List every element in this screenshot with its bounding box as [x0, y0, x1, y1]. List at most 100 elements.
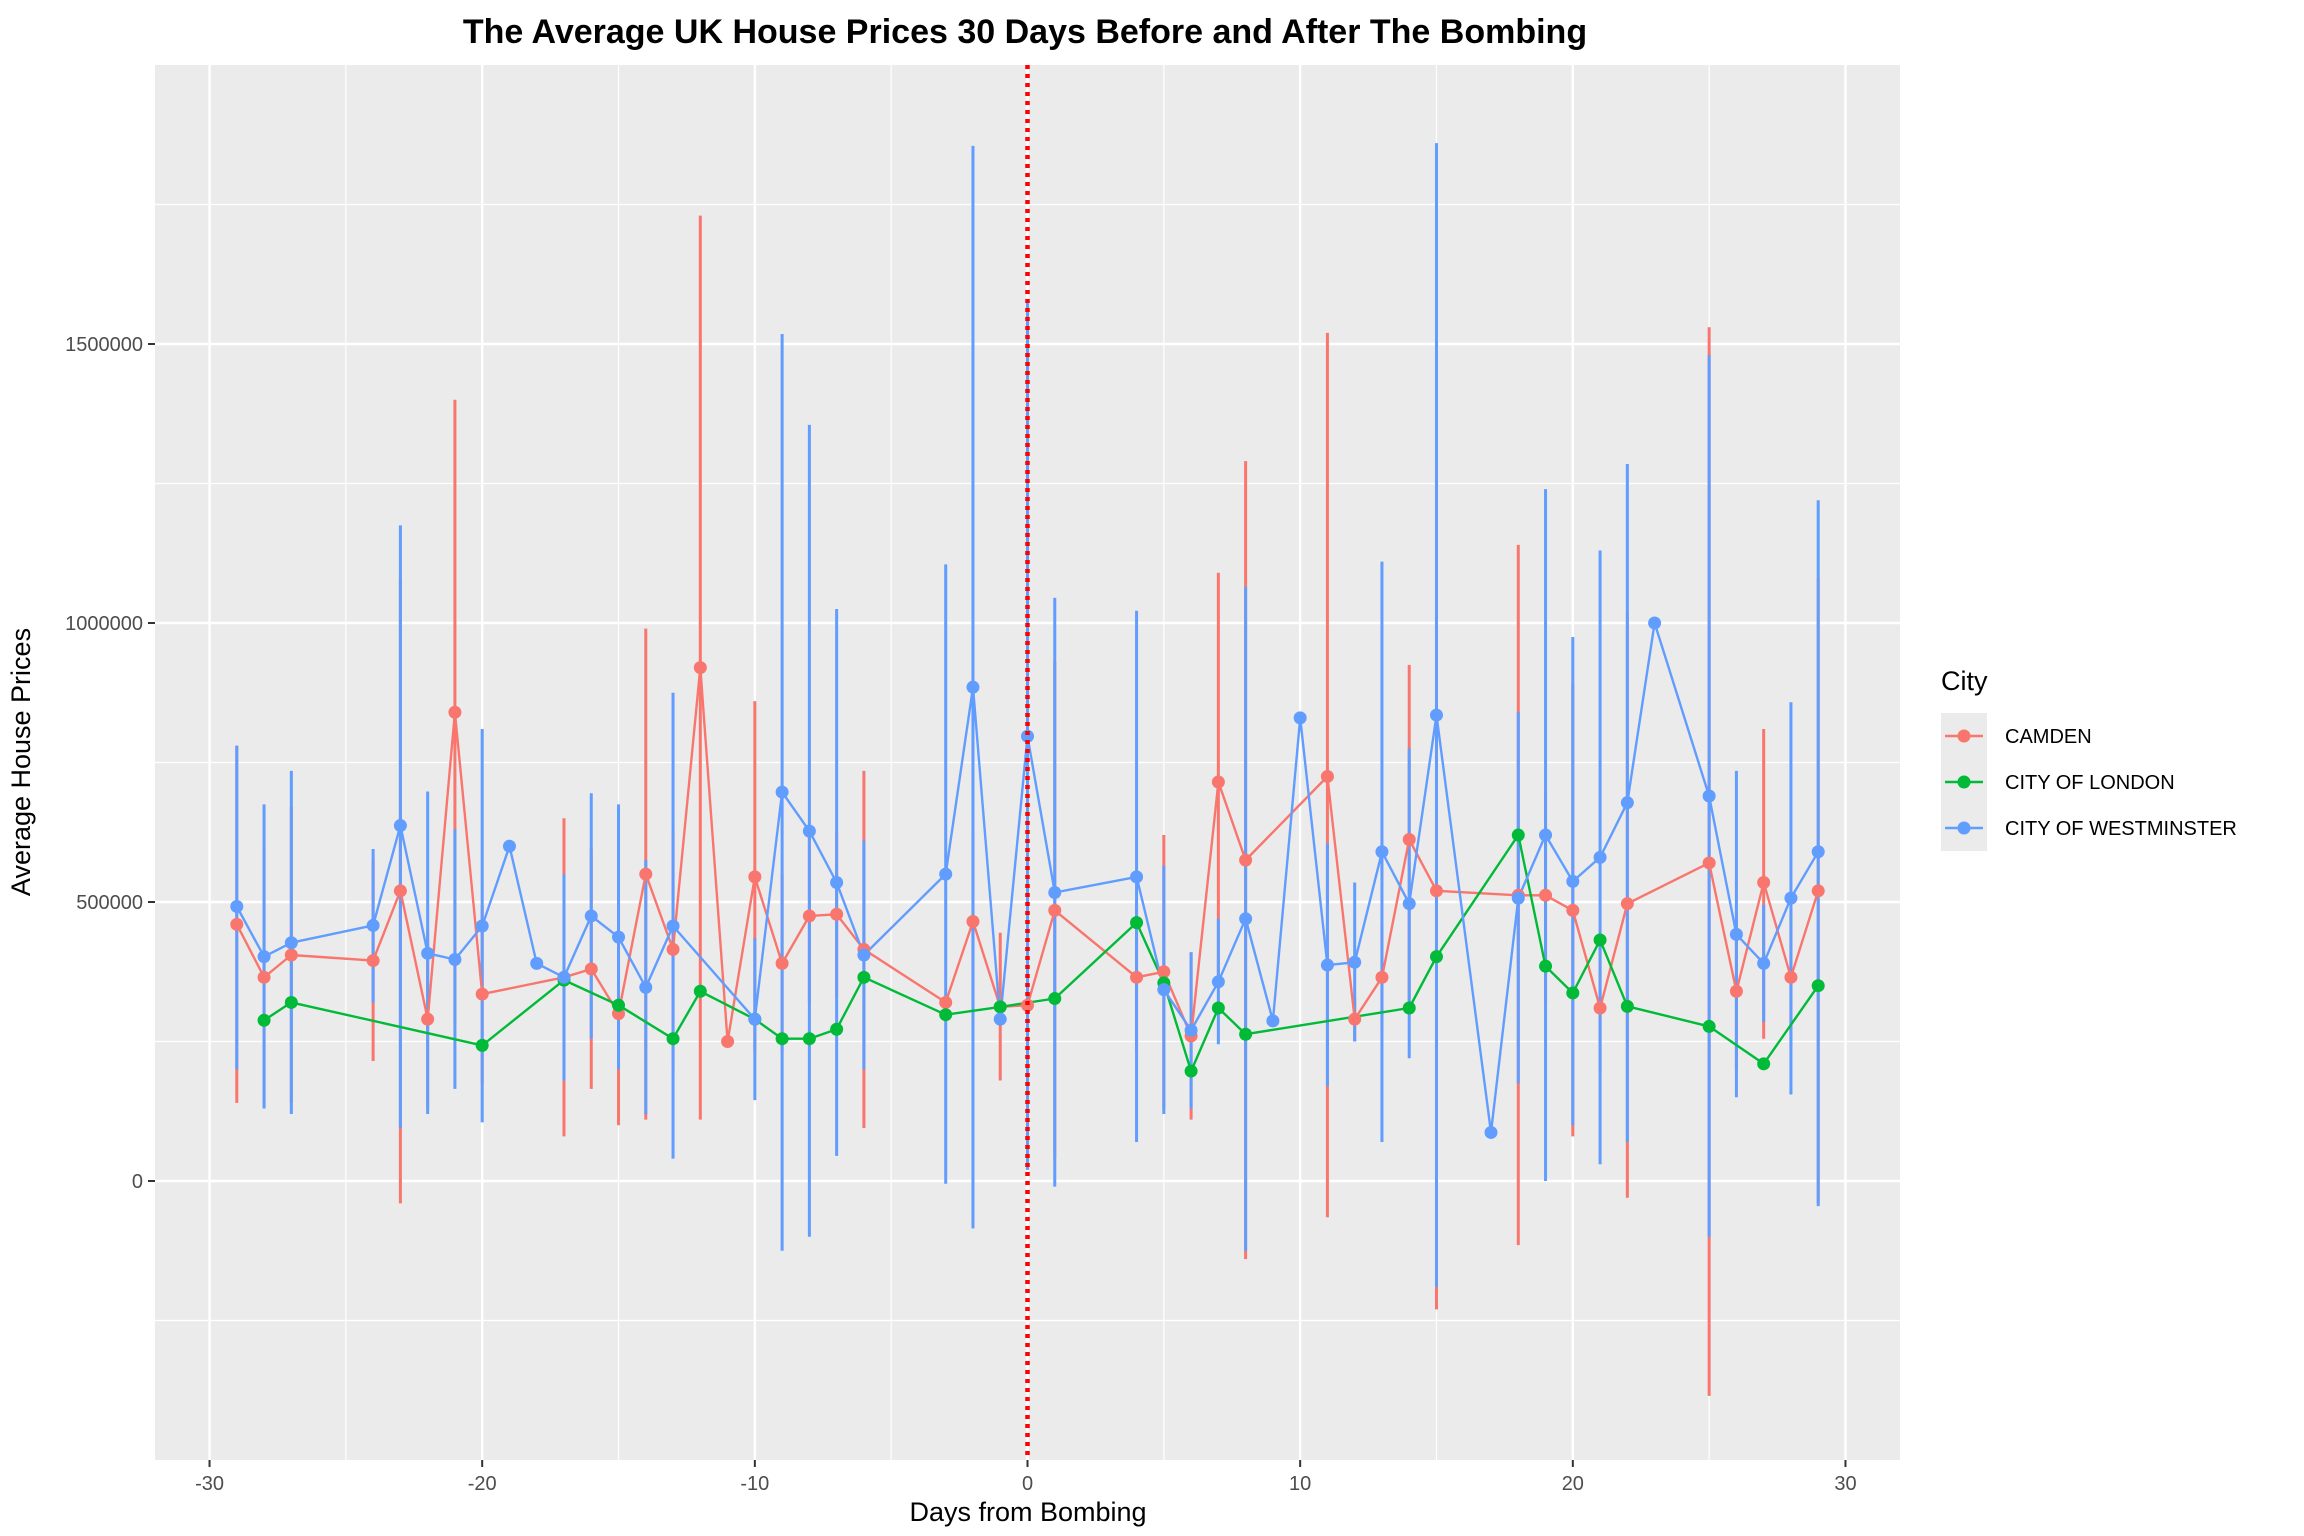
data-point-city-of-westminster	[1184, 1023, 1198, 1037]
data-point-city-of-london	[1811, 979, 1825, 993]
data-point-city-of-westminster	[1511, 891, 1525, 905]
y-tick-label: 500000	[76, 892, 143, 914]
data-point-city-of-westminster	[1702, 789, 1716, 803]
data-point-city-of-london	[775, 1032, 789, 1046]
data-point-city-of-london	[1539, 959, 1553, 973]
data-point-camden	[1811, 884, 1825, 898]
x-tick-label: -30	[195, 1473, 224, 1495]
data-point-city-of-london	[857, 970, 871, 984]
y-tick-label: 1000000	[65, 613, 143, 635]
data-point-city-of-london	[993, 1000, 1007, 1014]
data-point-city-of-westminster	[1239, 912, 1253, 926]
y-tick-label: 1500000	[65, 334, 143, 356]
data-point-city-of-london	[1702, 1019, 1716, 1033]
data-point-camden	[1211, 775, 1225, 789]
series-points	[230, 616, 1825, 1139]
data-point-city-of-westminster	[802, 824, 816, 838]
data-point-camden	[1348, 1012, 1362, 1026]
data-point-camden	[1729, 984, 1743, 998]
x-tick-label: 10	[1289, 1473, 1311, 1495]
data-point-city-of-westminster	[1293, 711, 1307, 725]
data-point-camden	[1021, 998, 1034, 1012]
x-tick-label: 30	[1834, 1473, 1856, 1495]
data-point-city-of-westminster	[1484, 1125, 1498, 1139]
x-axis-ticks: -30 -20 -10 0 10 20 30	[195, 1460, 1857, 1495]
legend-label-city-of-london: CITY OF LONDON	[2005, 772, 2175, 794]
data-point-camden	[1620, 897, 1634, 911]
data-point-city-of-westminster	[1593, 850, 1607, 864]
data-point-camden	[284, 948, 298, 962]
data-point-camden	[966, 915, 980, 929]
data-point-city-of-westminster	[1375, 845, 1389, 859]
data-point-city-of-london	[1239, 1027, 1253, 1041]
legend-label-city-of-westminster: CITY OF WESTMINSTER	[2005, 818, 2237, 840]
data-point-city-of-london	[666, 1032, 680, 1046]
data-point-city-of-westminster	[1320, 958, 1334, 972]
data-point-camden	[366, 954, 380, 968]
data-point-camden	[1239, 853, 1253, 867]
data-point-city-of-london	[1402, 1001, 1416, 1015]
data-point-city-of-westminster	[1648, 616, 1662, 630]
series-line-city-of-london	[263, 833, 1820, 1073]
data-point-city-of-westminster	[584, 909, 598, 923]
data-point-city-of-westminster	[1348, 955, 1362, 969]
y-tick-label: 0	[132, 1171, 143, 1193]
data-point-city-of-westminster	[857, 948, 871, 962]
data-point-city-of-westminster	[557, 970, 571, 984]
data-point-camden	[802, 909, 816, 923]
data-point-city-of-westminster	[502, 839, 516, 853]
data-point-camden	[721, 1035, 735, 1048]
data-point-city-of-westminster	[639, 980, 653, 994]
legend-label-camden: CAMDEN	[2005, 726, 2092, 748]
data-point-city-of-westminster	[612, 930, 626, 944]
data-point-city-of-westminster	[448, 952, 462, 966]
data-point-camden	[748, 870, 762, 884]
x-tick-label: 20	[1562, 1473, 1584, 1495]
data-point-camden	[584, 962, 598, 976]
data-point-camden	[393, 884, 407, 898]
data-point-camden	[1130, 970, 1144, 984]
data-point-city-of-westminster	[1048, 886, 1062, 900]
data-point-city-of-westminster	[1566, 874, 1580, 888]
legend-key-point-camden	[1957, 729, 1971, 743]
data-point-city-of-london	[802, 1032, 816, 1046]
data-point-camden	[1593, 1001, 1607, 1015]
data-point-camden	[1429, 884, 1443, 898]
data-point-city-of-london	[1048, 992, 1062, 1006]
data-point-city-of-westminster	[1266, 1014, 1280, 1028]
data-point-city-of-westminster	[966, 680, 980, 694]
data-point-city-of-westminster	[1757, 956, 1771, 970]
data-point-city-of-london	[1593, 933, 1607, 947]
data-point-camden	[1048, 903, 1062, 917]
data-point-city-of-london	[284, 995, 298, 1009]
data-point-camden	[666, 942, 680, 956]
data-point-camden	[1157, 965, 1171, 979]
data-point-city-of-london	[1130, 916, 1144, 930]
legend-title: City	[1941, 666, 1988, 696]
data-point-city-of-westminster	[830, 875, 844, 889]
data-point-city-of-westminster	[1021, 729, 1034, 743]
x-tick-label: -20	[468, 1473, 497, 1495]
data-point-city-of-westminster	[1157, 983, 1171, 997]
legend-key-point-city-of-westminster	[1957, 821, 1971, 835]
x-tick-label: 0	[1022, 1473, 1033, 1495]
data-point-city-of-westminster	[939, 867, 953, 881]
data-point-city-of-london	[1184, 1064, 1198, 1078]
data-point-camden	[257, 970, 271, 984]
data-point-city-of-westminster	[1211, 975, 1225, 989]
data-point-city-of-westminster	[993, 1012, 1007, 1026]
data-point-city-of-westminster	[1784, 891, 1798, 905]
data-point-city-of-westminster	[1429, 708, 1443, 722]
chart-title: The Average UK House Prices 30 Days Befo…	[463, 13, 1587, 51]
data-point-city-of-westminster	[775, 785, 789, 799]
data-point-city-of-london	[939, 1008, 953, 1022]
data-point-camden	[639, 867, 653, 881]
data-point-camden	[1757, 875, 1771, 889]
data-point-city-of-westminster	[257, 950, 271, 964]
data-point-city-of-westminster	[475, 919, 489, 933]
data-point-camden	[830, 907, 844, 921]
data-point-camden	[1784, 970, 1798, 984]
legend: City CAMDEN CITY OF LONDON CITY OF WESTMIN…	[1941, 666, 2237, 851]
data-point-city-of-westminster	[284, 936, 298, 950]
data-point-camden	[421, 1012, 435, 1026]
